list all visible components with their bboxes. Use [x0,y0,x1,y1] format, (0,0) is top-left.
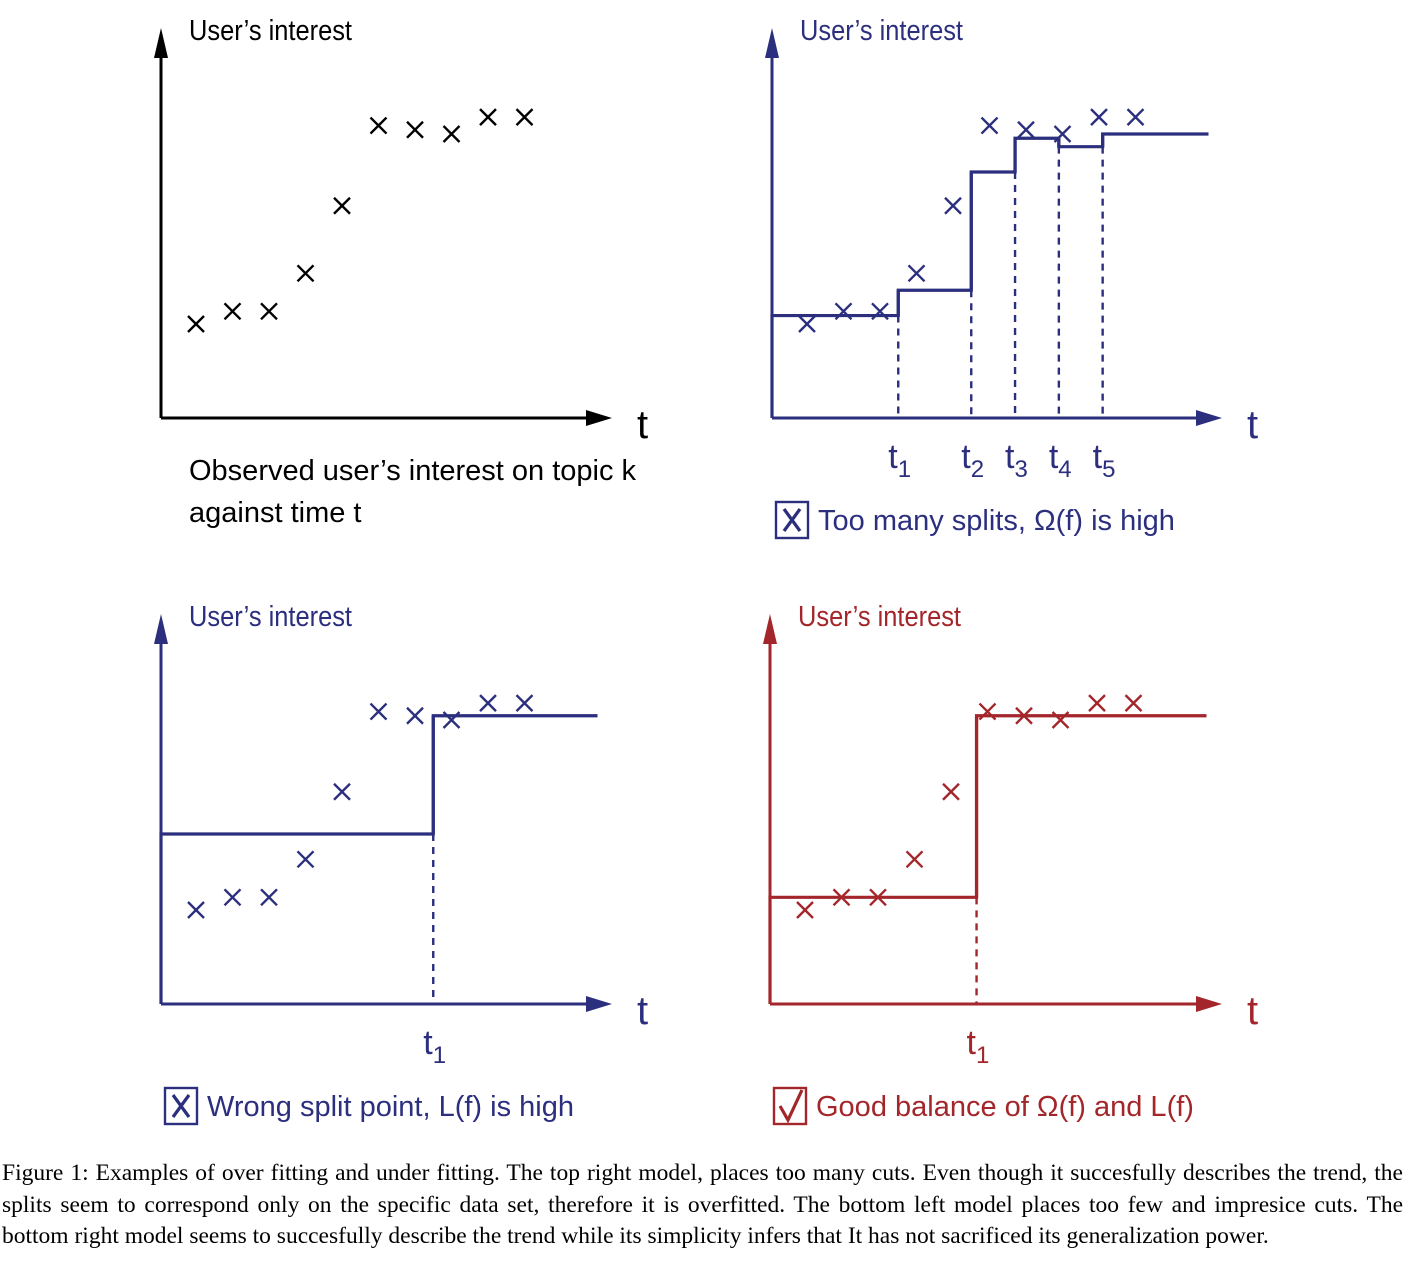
x-axis-label: t [1247,989,1258,1033]
data-point [260,888,278,907]
data-point [223,888,242,907]
data-point [333,782,351,801]
data-point [798,315,816,333]
panel-caption: Too many splits, Ω(f) is high [818,505,1175,537]
data-point [1088,694,1106,712]
data-point [223,302,242,321]
panel-good-balance: User’s interest t t1 Good balance of Ω(f) a… [763,601,1258,1126]
data-point [333,196,351,215]
split-tick-label: t1 [967,1024,990,1069]
y-axis-label: User’s interest [798,601,961,633]
data-point [1126,108,1145,126]
data-point [479,108,497,126]
x-axis-label: t [637,403,648,447]
split-tick-label: t4 [1049,438,1072,483]
checkbox-cross-icon [774,500,810,540]
y-axis-label: User’s interest [189,15,352,47]
data-point [796,901,814,919]
panel-caption: against time t [189,497,361,529]
data-point [260,302,278,321]
x-axis-label: t [637,989,648,1033]
data-point [442,711,461,729]
data-point [905,850,924,869]
x-axis-arrow-icon [586,996,612,1012]
panel-too-many-splits: User’s interest t t1 t2 t3 t4 t5 Too many split… [765,15,1258,540]
data-point [406,706,424,725]
panel-caption: Wrong split point, L(f) is high [207,1091,574,1123]
data-point [406,120,424,139]
data-point [907,264,926,283]
data-point [1090,108,1108,126]
panel-wrong-split: User’s interest t t1 Wrong split point, L(f… [154,601,648,1126]
data-point [1053,125,1072,143]
data-point [944,196,962,215]
data-point [187,901,205,919]
panel-caption: Observed user’s interest on topic k [189,455,637,487]
data-point [515,108,534,126]
data-point [442,125,461,143]
data-point [296,264,315,283]
step-function-line [159,714,598,1004]
data-point [369,702,388,721]
data-point [1051,711,1070,729]
data-point [369,116,388,135]
x-axis-arrow-icon [1196,996,1222,1012]
split-tick-label: t5 [1093,438,1116,483]
data-point [942,782,960,801]
x-axis-arrow-icon [586,410,612,426]
split-tick-label: t1 [888,438,911,483]
figure-caption: Figure 1: Examples of over fitting and u… [2,1160,1403,1249]
split-tick-label: t1 [423,1024,446,1069]
checkbox-checked-icon [772,1086,808,1126]
data-point [1015,706,1033,725]
data-point [1124,694,1143,712]
data-point [869,888,887,907]
x-axis-arrow-icon [1196,410,1222,426]
y-axis-arrow-icon [154,614,168,644]
checkbox-cross-icon [163,1086,199,1126]
data-point [980,116,999,135]
data-point [1017,120,1035,139]
y-axis-label: User’s interest [189,601,352,633]
y-axis-arrow-icon [763,614,777,644]
y-axis-label: User’s interest [800,15,963,47]
data-point [834,302,853,321]
data-point [515,694,534,712]
y-axis-arrow-icon [154,28,168,58]
data-point [978,702,997,721]
data-point [832,888,851,907]
step-function-line [770,132,1209,418]
data-point [296,850,315,869]
panel-caption: Good balance of Ω(f) and L(f) [816,1091,1194,1123]
x-axis-label: t [1247,403,1258,447]
data-point [871,302,889,321]
data-point [479,694,497,712]
split-tick-label: t3 [1005,438,1028,483]
y-axis-arrow-icon [765,28,779,58]
step-function-line [768,714,1207,1004]
data-point [187,315,205,333]
split-tick-label: t2 [961,438,984,483]
